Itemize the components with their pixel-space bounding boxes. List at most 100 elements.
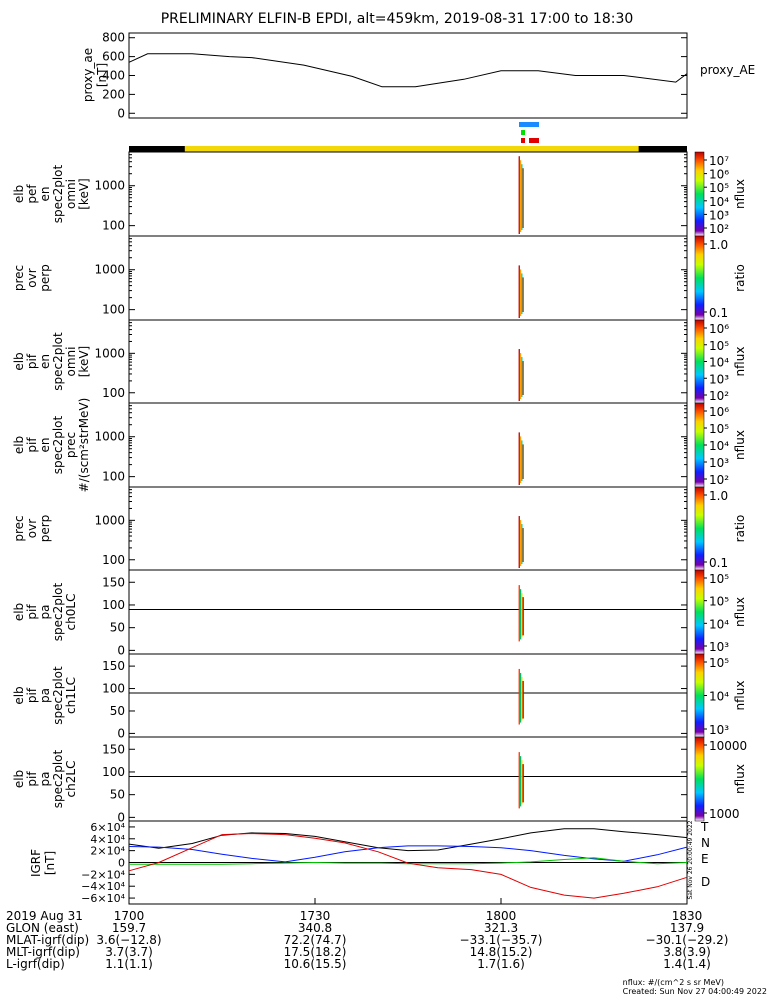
- prec-ovr-perp-2-ytick-label: 1000: [94, 513, 125, 527]
- elb-pif-pa-spec2plot-ch2LC-burst-stripe: [519, 756, 522, 807]
- elb-pif-pa-spec2plot-ch1LC-frame: [128, 653, 688, 738]
- elb-pif-pa-spec2plot-ch2LC-ylabel-line: pif: [25, 771, 39, 787]
- elb-pef-en-spec2plot-omni-burst-stripe: [519, 160, 522, 232]
- elb-pif-pa-spec2plot-ch0LC-colorbar-label: 10⁵: [709, 572, 729, 586]
- elb-pif-en-spec2plot-omni-colorbar-label: 10⁴: [709, 356, 729, 370]
- elb-pif-en-spec2plot-omni-burst-stripe: [518, 349, 520, 401]
- prec-ovr-perp-ylabel-line: ovr: [25, 268, 39, 287]
- elb-pif-pa-spec2plot-ch0LC-ytick-label: 100: [102, 598, 125, 612]
- x-axis-cell: 14.8(15.2): [469, 945, 533, 959]
- elb-pif-pa-spec2plot-ch0LC-ytick-label: 150: [102, 575, 125, 589]
- prec-ovr-perp-2-burst-stripe: [521, 524, 523, 564]
- flag-red: [521, 138, 525, 143]
- elb-pif-en-spec2plot-omni-colorbar-title: nflux: [733, 347, 747, 377]
- elb-pif-pa-spec2plot-ch2LC-ylabel-line: pa: [38, 772, 52, 787]
- elb-pif-pa-spec2plot-ch0LC-ylabel-line: spec2plot: [51, 582, 65, 641]
- elb-pef-en-spec2plot-omni-burst-stripe: [521, 164, 523, 230]
- igrf-legend-E: E: [701, 852, 709, 866]
- elb-pef-en-spec2plot-omni-ylabel-line: en: [38, 187, 52, 202]
- elb-pif-en-spec2plot-prec-colorbar-label: 10⁵: [709, 422, 729, 436]
- flag-green: [521, 130, 525, 135]
- x-axis-cell: 1.7(1.6): [477, 957, 525, 971]
- elb-pif-en-spec2plot-prec-ylabel-line: spec2plot: [51, 415, 65, 474]
- flag-red-2: [529, 138, 539, 143]
- elb-pif-pa-spec2plot-ch0LC-colorbar: [694, 569, 705, 655]
- elb-pif-en-spec2plot-prec-ylabel-line: pif: [25, 437, 39, 453]
- proxy-ae-ylabel: proxy_ae: [81, 48, 95, 102]
- igrf-ytick-label: −2×10⁴: [81, 868, 125, 881]
- elb-pif-en-spec2plot-omni-colorbar-label: 10²: [709, 389, 729, 403]
- elb-pef-en-spec2plot-omni-colorbar-label: 10³: [709, 208, 729, 222]
- elb-pif-pa-spec2plot-ch0LC-burst-stripe: [522, 597, 524, 636]
- elb-pif-pa-spec2plot-ch1LC-colorbar-label: 10³: [709, 723, 729, 737]
- elb-pif-pa-spec2plot-ch2LC-burst-stripe: [522, 764, 524, 803]
- x-axis-cell: 321.3: [483, 921, 519, 935]
- elb-pif-en-spec2plot-prec-ylabel-line: elb: [12, 436, 26, 454]
- elb-pif-en-spec2plot-prec-ytick-label: 1000: [94, 430, 125, 444]
- units-label: nflux: #/(cm^2 s sr MeV): [622, 978, 724, 987]
- prec-ovr-perp-colorbar: [694, 235, 705, 321]
- elb-pif-pa-spec2plot-ch1LC-colorbar: [694, 653, 705, 738]
- elb-pef-en-spec2plot-omni-ylabel-line: omni: [64, 179, 78, 209]
- x-axis-row-label: GLON (east): [6, 921, 79, 935]
- elb-pif-en-spec2plot-prec-colorbar-label: 10²: [709, 473, 729, 487]
- x-axis-cell: 340.8: [297, 921, 333, 935]
- elb-pif-pa-spec2plot-ch2LC-colorbar: [694, 736, 705, 822]
- elb-pef-en-spec2plot-omni-colorbar-title: nflux: [733, 179, 747, 209]
- prec-ovr-perp-2-frame: [128, 486, 688, 571]
- elb-pif-pa-spec2plot-ch1LC-colorbar-title: nflux: [733, 681, 747, 711]
- prec-ovr-perp-2-burst-stripe: [522, 528, 524, 562]
- elb-pif-en-spec2plot-omni-ylabel-line: elb: [12, 352, 26, 370]
- x-axis-cell: 137.9: [669, 921, 705, 935]
- elb-pef-en-spec2plot-omni-ylabel-line: pef: [25, 184, 39, 204]
- x-axis-row-label: L-igrf(dip): [6, 957, 65, 971]
- elb-pef-en-spec2plot-omni-colorbar-label: 10²: [709, 222, 729, 236]
- elb-pif-pa-spec2plot-ch2LC-colorbar-title: nflux: [733, 764, 747, 794]
- elb-pif-en-spec2plot-omni-burst-stripe: [522, 361, 524, 395]
- igrf-ytick-label: −4×10⁴: [81, 880, 125, 893]
- igrf-series-T: [128, 828, 688, 852]
- prec-ovr-perp-ytick-label: 1000: [94, 263, 125, 277]
- prec-ovr-perp-colorbar-label: 0.1: [709, 306, 728, 320]
- elb-pif-en-spec2plot-omni-ylabel-line: pif: [25, 353, 39, 369]
- elb-pef-en-spec2plot-omni-burst-stripe: [518, 156, 520, 234]
- elb-pif-pa-spec2plot-ch1LC-colorbar-label: 10⁵: [709, 656, 729, 670]
- proxy-ae-ytick-label: 200: [102, 87, 125, 101]
- elb-pef-en-spec2plot-omni-ylabel-line: [keV]: [77, 178, 91, 209]
- igrf-side-stamp: Sat Nov 26 20:00:49 2022: [687, 820, 694, 899]
- elb-pif-en-spec2plot-prec-colorbar-title: nflux: [733, 430, 747, 460]
- elb-pif-pa-spec2plot-ch2LC-ytick-label: 100: [102, 765, 125, 779]
- elb-pef-en-spec2plot-omni-colorbar-label: 10⁶: [709, 168, 729, 182]
- elb-pif-pa-spec2plot-ch0LC-ylabel-line: pif: [25, 604, 39, 620]
- elb-pif-en-spec2plot-omni-ytick-label: 1000: [94, 346, 125, 360]
- x-axis-row-label: MLAT-igrf(dip): [6, 933, 90, 947]
- proxy-ae-ytick-label: 0: [117, 106, 125, 120]
- elb-pif-pa-spec2plot-ch1LC-burst-stripe: [521, 676, 523, 721]
- prec-ovr-perp-2-ylabel-line: perp: [38, 515, 52, 543]
- elb-pif-en-spec2plot-omni-colorbar-label: 10⁶: [709, 322, 729, 336]
- elb-pif-en-spec2plot-prec-ytick-label: 100: [102, 470, 125, 484]
- elb-pif-en-spec2plot-prec-burst-stripe: [518, 432, 520, 485]
- igrf-ylabel: IGRF: [29, 849, 43, 877]
- elb-pif-pa-spec2plot-ch2LC-frame: [128, 736, 688, 822]
- elb-pif-en-spec2plot-prec-colorbar: [694, 402, 705, 488]
- elb-pif-pa-spec2plot-ch1LC-ylabel-line: pa: [38, 688, 52, 703]
- igrf-ytick-label: 0: [118, 857, 125, 870]
- proxy-ae-legend: proxy_AE: [700, 63, 755, 77]
- elb-pef-en-spec2plot-omni-ylabel-line: elb: [12, 185, 26, 203]
- elb-pif-pa-spec2plot-ch1LC-burst-stripe: [518, 668, 520, 725]
- prec-ovr-perp-2-burst-stripe: [518, 516, 520, 568]
- elb-pif-pa-spec2plot-ch0LC-ylabel-line: elb: [12, 603, 26, 621]
- proxy-ae-ytick-label: 800: [102, 31, 125, 45]
- igrf-series-N: [128, 845, 688, 863]
- igrf-ytick-label: 2×10⁴: [90, 845, 125, 858]
- elb-pif-en-spec2plot-prec-colorbar-label: 10³: [709, 456, 729, 470]
- prec-ovr-perp-ylabel-line: perp: [38, 264, 52, 292]
- elb-pif-pa-spec2plot-ch0LC-colorbar-label: 10³: [709, 640, 729, 654]
- elb-pef-en-spec2plot-omni-colorbar: [694, 151, 705, 237]
- elb-pif-pa-spec2plot-ch2LC-burst-stripe: [521, 760, 523, 805]
- proxy-ae-ytick-label: 600: [102, 50, 125, 64]
- elb-pif-pa-spec2plot-ch2LC-ylabel-line: spec2plot: [51, 749, 65, 808]
- prec-ovr-perp-burst-stripe: [519, 269, 522, 316]
- prec-ovr-perp-2-ylabel-line: ovr: [25, 519, 39, 538]
